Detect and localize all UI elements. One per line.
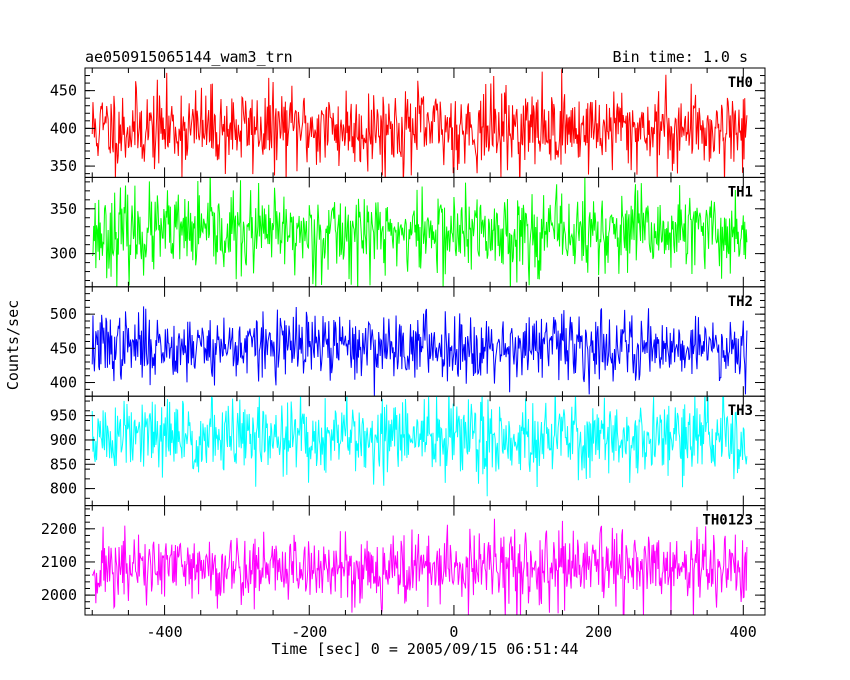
x-tick-label: 0 (449, 623, 458, 641)
panel-name-label: TH3 (728, 403, 753, 419)
series-line-th0 (91, 69, 748, 178)
y-tick-label: 2000 (41, 586, 77, 604)
panel-th3: 800 850 900 950 TH3 (50, 395, 766, 507)
x-tick-label: -400 (147, 623, 183, 641)
series-line-th1 (91, 177, 748, 287)
panel-name-label: TH0 (728, 75, 753, 91)
y-tick-label: 400 (50, 119, 77, 137)
y-tick-label: 800 (50, 480, 77, 498)
y-tick-label: 300 (50, 245, 77, 263)
series-line-th0123 (91, 518, 748, 616)
panel-name-label: TH2 (728, 294, 753, 310)
chart-title-left: ae050915065144_wam3_trn (85, 48, 293, 66)
y-tick-label: 450 (50, 339, 77, 357)
x-axis: -400 -200 0 200 400 (147, 623, 757, 641)
y-tick-label: 900 (50, 431, 77, 449)
chart-title-right: Bin time: 1.0 s (613, 48, 748, 66)
y-tick-label: 500 (50, 305, 77, 323)
y-axis-label: Counts/sec (4, 300, 22, 390)
panel-name-label: TH0123 (702, 513, 753, 529)
y-tick-label: 2100 (41, 553, 77, 571)
series-line-th3 (91, 396, 748, 497)
panel-th0: 350 400 450 TH0 (50, 67, 766, 178)
y-tick-label: 2200 (41, 520, 77, 538)
y-tick-label: 450 (50, 82, 77, 100)
x-tick-label: -200 (291, 623, 327, 641)
panel-name-label: TH1 (728, 184, 753, 200)
x-tick-label: 400 (730, 623, 757, 641)
x-axis-label: Time [sec] 0 = 2005/09/15 06:51:44 (271, 640, 578, 658)
y-tick-label: 350 (50, 157, 77, 175)
y-tick-label: 950 (50, 407, 77, 425)
panels-group: 350 400 450 TH0 300 350 TH1 400 450 500 TH2 800 850 9… (41, 67, 766, 616)
x-tick-label: 200 (585, 623, 612, 641)
panel-frame (84, 505, 766, 616)
y-tick-label: 400 (50, 374, 77, 392)
panel-th1: 300 350 TH1 (50, 176, 766, 288)
series-line-th2 (91, 306, 748, 397)
panel-th0123: 2000 2100 2200 TH0123 (41, 505, 766, 616)
y-tick-label: 850 (50, 455, 77, 473)
panel-th2: 400 450 500 TH2 (50, 286, 766, 397)
y-tick-label: 350 (50, 200, 77, 218)
